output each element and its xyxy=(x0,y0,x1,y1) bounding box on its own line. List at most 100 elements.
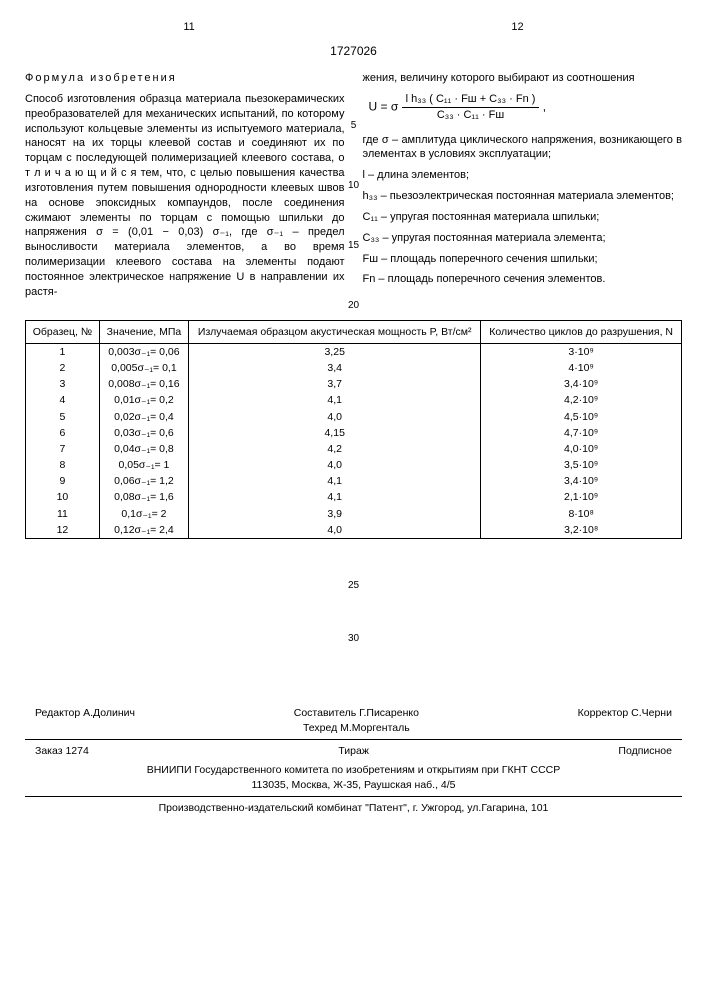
table-cell: 3,25 xyxy=(189,343,481,360)
table-cell: 0,06σ₋₁= 1,2 xyxy=(99,473,188,489)
table-row: 110,1σ₋₁= 23,98·10⁸ xyxy=(26,506,682,522)
def: h₃₃ – пьезоэлектрическая постоянная мате… xyxy=(363,189,683,204)
line-marker: 10 xyxy=(348,179,359,193)
spacer-markers: 25 30 xyxy=(25,579,682,646)
page-right: 12 xyxy=(511,20,523,35)
org-line: ВНИИПИ Государственного комитета по изоб… xyxy=(25,763,682,778)
table-row: 80,05σ₋₁= 14,03,5·10⁹ xyxy=(26,457,682,473)
data-table: Образец, № Значение, МПа Излучаемая обра… xyxy=(25,320,682,539)
table-row: 40,01σ₋₁= 0,24,14,2·10⁹ xyxy=(26,392,682,408)
table-header-row: Образец, № Значение, МПа Излучаемая обра… xyxy=(26,320,682,343)
def: C₃₃ – упругая постоянная материала элеме… xyxy=(363,231,683,246)
tech: Техред М.Моргенталь xyxy=(303,722,410,734)
def: Fn – площадь поперечного сечения элемент… xyxy=(363,272,683,287)
table-cell: 6 xyxy=(26,425,100,441)
table-cell: 4,15 xyxy=(189,425,481,441)
table-cell: 3,9 xyxy=(189,506,481,522)
table-row: 120,12σ₋₁= 2,44,03,2·10⁸ xyxy=(26,522,682,539)
table-cell: 4·10⁹ xyxy=(481,360,682,376)
table-cell: 0,02σ₋₁= 0,4 xyxy=(99,409,188,425)
table-cell: 0,05σ₋₁= 1 xyxy=(99,457,188,473)
table-cell: 4,1 xyxy=(189,392,481,408)
table-row: 30,008σ₋₁= 0,163,73,4·10⁹ xyxy=(26,376,682,392)
table-cell: 0,1σ₋₁= 2 xyxy=(99,506,188,522)
table-cell: 7 xyxy=(26,441,100,457)
table-cell: 4,0 xyxy=(189,409,481,425)
table-cell: 8·10⁸ xyxy=(481,506,682,522)
table-cell: 3,4 xyxy=(189,360,481,376)
table-cell: 4,1 xyxy=(189,473,481,489)
left-column: Формула изобретения Способ изготовления … xyxy=(25,71,345,306)
subscription: Подписное xyxy=(618,744,672,759)
table-cell: 0,008σ₋₁= 0,16 xyxy=(99,376,188,392)
table-cell: 3,2·10⁸ xyxy=(481,522,682,539)
table-cell: 0,003σ₋₁= 0,06 xyxy=(99,343,188,360)
col-header: Излучаемая образцом акустическая мощност… xyxy=(189,320,481,343)
table-cell: 4,1 xyxy=(189,489,481,505)
table-cell: 0,005σ₋₁= 0,1 xyxy=(99,360,188,376)
table-cell: 3,5·10⁹ xyxy=(481,457,682,473)
claim-text: Способ изготовления образца материала пь… xyxy=(25,92,345,300)
formula-lhs: U = σ xyxy=(369,99,399,113)
table-cell: 4,2 xyxy=(189,441,481,457)
line-marker: 25 xyxy=(25,579,682,593)
corrector: Корректор С.Черни xyxy=(578,706,672,735)
def: l – длина элементов; xyxy=(363,168,683,183)
table-row: 60,03σ₋₁= 0,64,154,7·10⁹ xyxy=(26,425,682,441)
formula-end: , xyxy=(543,99,546,113)
def: C₁₁ – упругая постоянная материала шпиль… xyxy=(363,210,683,225)
line-marker: 15 xyxy=(348,239,359,253)
table-cell: 4,0 xyxy=(189,457,481,473)
table-cell: 3·10⁹ xyxy=(481,343,682,360)
line-marker: 30 xyxy=(25,632,682,646)
def: где σ – амплитуда циклического напряжени… xyxy=(363,133,683,163)
line-marker: 20 xyxy=(348,299,359,313)
table-row: 20,005σ₋₁= 0,13,44·10⁹ xyxy=(26,360,682,376)
table-row: 90,06σ₋₁= 1,24,13,4·10⁹ xyxy=(26,473,682,489)
order: Заказ 1274 xyxy=(35,744,89,759)
table-cell: 8 xyxy=(26,457,100,473)
formula: U = σ l h₃₃ ( C₁₁ · Fш + C₃₃ · Fn ) C₃₃ … xyxy=(369,92,683,123)
credits-block: Редактор А.Долинич Составитель Г.Писарен… xyxy=(25,706,682,816)
table-cell: 4,0·10⁹ xyxy=(481,441,682,457)
claim-title: Формула изобретения xyxy=(25,71,345,86)
table-cell: 2,1·10⁹ xyxy=(481,489,682,505)
compiler: Составитель Г.Писаренко xyxy=(294,707,419,719)
col-header: Значение, МПа xyxy=(99,320,188,343)
table-row: 50,02σ₋₁= 0,44,04,5·10⁹ xyxy=(26,409,682,425)
table-cell: 4,5·10⁹ xyxy=(481,409,682,425)
table-cell: 4,0 xyxy=(189,522,481,539)
table-cell: 0,08σ₋₁= 1,6 xyxy=(99,489,188,505)
formula-denominator: C₃₃ · C₁₁ · Fш xyxy=(402,108,540,123)
table-cell: 3,7 xyxy=(189,376,481,392)
table-cell: 4,2·10⁹ xyxy=(481,392,682,408)
table-cell: 12 xyxy=(26,522,100,539)
page-numbers: 11 12 xyxy=(25,20,682,35)
publisher-line: Производственно-издательский комбинат "П… xyxy=(25,801,682,816)
addr-line: 113035, Москва, Ж-35, Раушская наб., 4/5 xyxy=(25,778,682,793)
col-header: Количество циклов до разрушения, N xyxy=(481,320,682,343)
table-cell: 10 xyxy=(26,489,100,505)
table-cell: 3,4·10⁹ xyxy=(481,376,682,392)
table-cell: 2 xyxy=(26,360,100,376)
document-number: 1727026 xyxy=(25,43,682,59)
def: Fш – площадь поперечного сечения шпильки… xyxy=(363,252,683,267)
table-cell: 0,12σ₋₁= 2,4 xyxy=(99,522,188,539)
col-header: Образец, № xyxy=(26,320,100,343)
table-row: 100,08σ₋₁= 1,64,12,1·10⁹ xyxy=(26,489,682,505)
editor: Редактор А.Долинич xyxy=(35,706,135,735)
table-row: 10,003σ₋₁= 0,063,253·10⁹ xyxy=(26,343,682,360)
table-row: 70,04σ₋₁= 0,84,24,0·10⁹ xyxy=(26,441,682,457)
table-cell: 3,4·10⁹ xyxy=(481,473,682,489)
line-marker: 5 xyxy=(351,119,357,133)
table-cell: 4 xyxy=(26,392,100,408)
formula-numerator: l h₃₃ ( C₁₁ · Fш + C₃₃ · Fn ) xyxy=(402,92,540,108)
tirazh: Тираж xyxy=(338,744,369,759)
table-cell: 4,7·10⁹ xyxy=(481,425,682,441)
page-left: 11 xyxy=(183,20,194,35)
right-top-text: жения, величину которого выбирают из соо… xyxy=(363,71,683,86)
table-cell: 0,04σ₋₁= 0,8 xyxy=(99,441,188,457)
table-cell: 5 xyxy=(26,409,100,425)
table-cell: 9 xyxy=(26,473,100,489)
table-cell: 11 xyxy=(26,506,100,522)
